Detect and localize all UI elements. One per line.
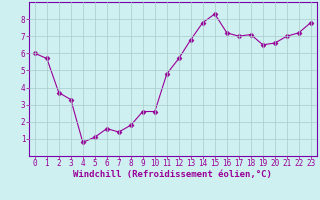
X-axis label: Windchill (Refroidissement éolien,°C): Windchill (Refroidissement éolien,°C) (73, 170, 272, 179)
